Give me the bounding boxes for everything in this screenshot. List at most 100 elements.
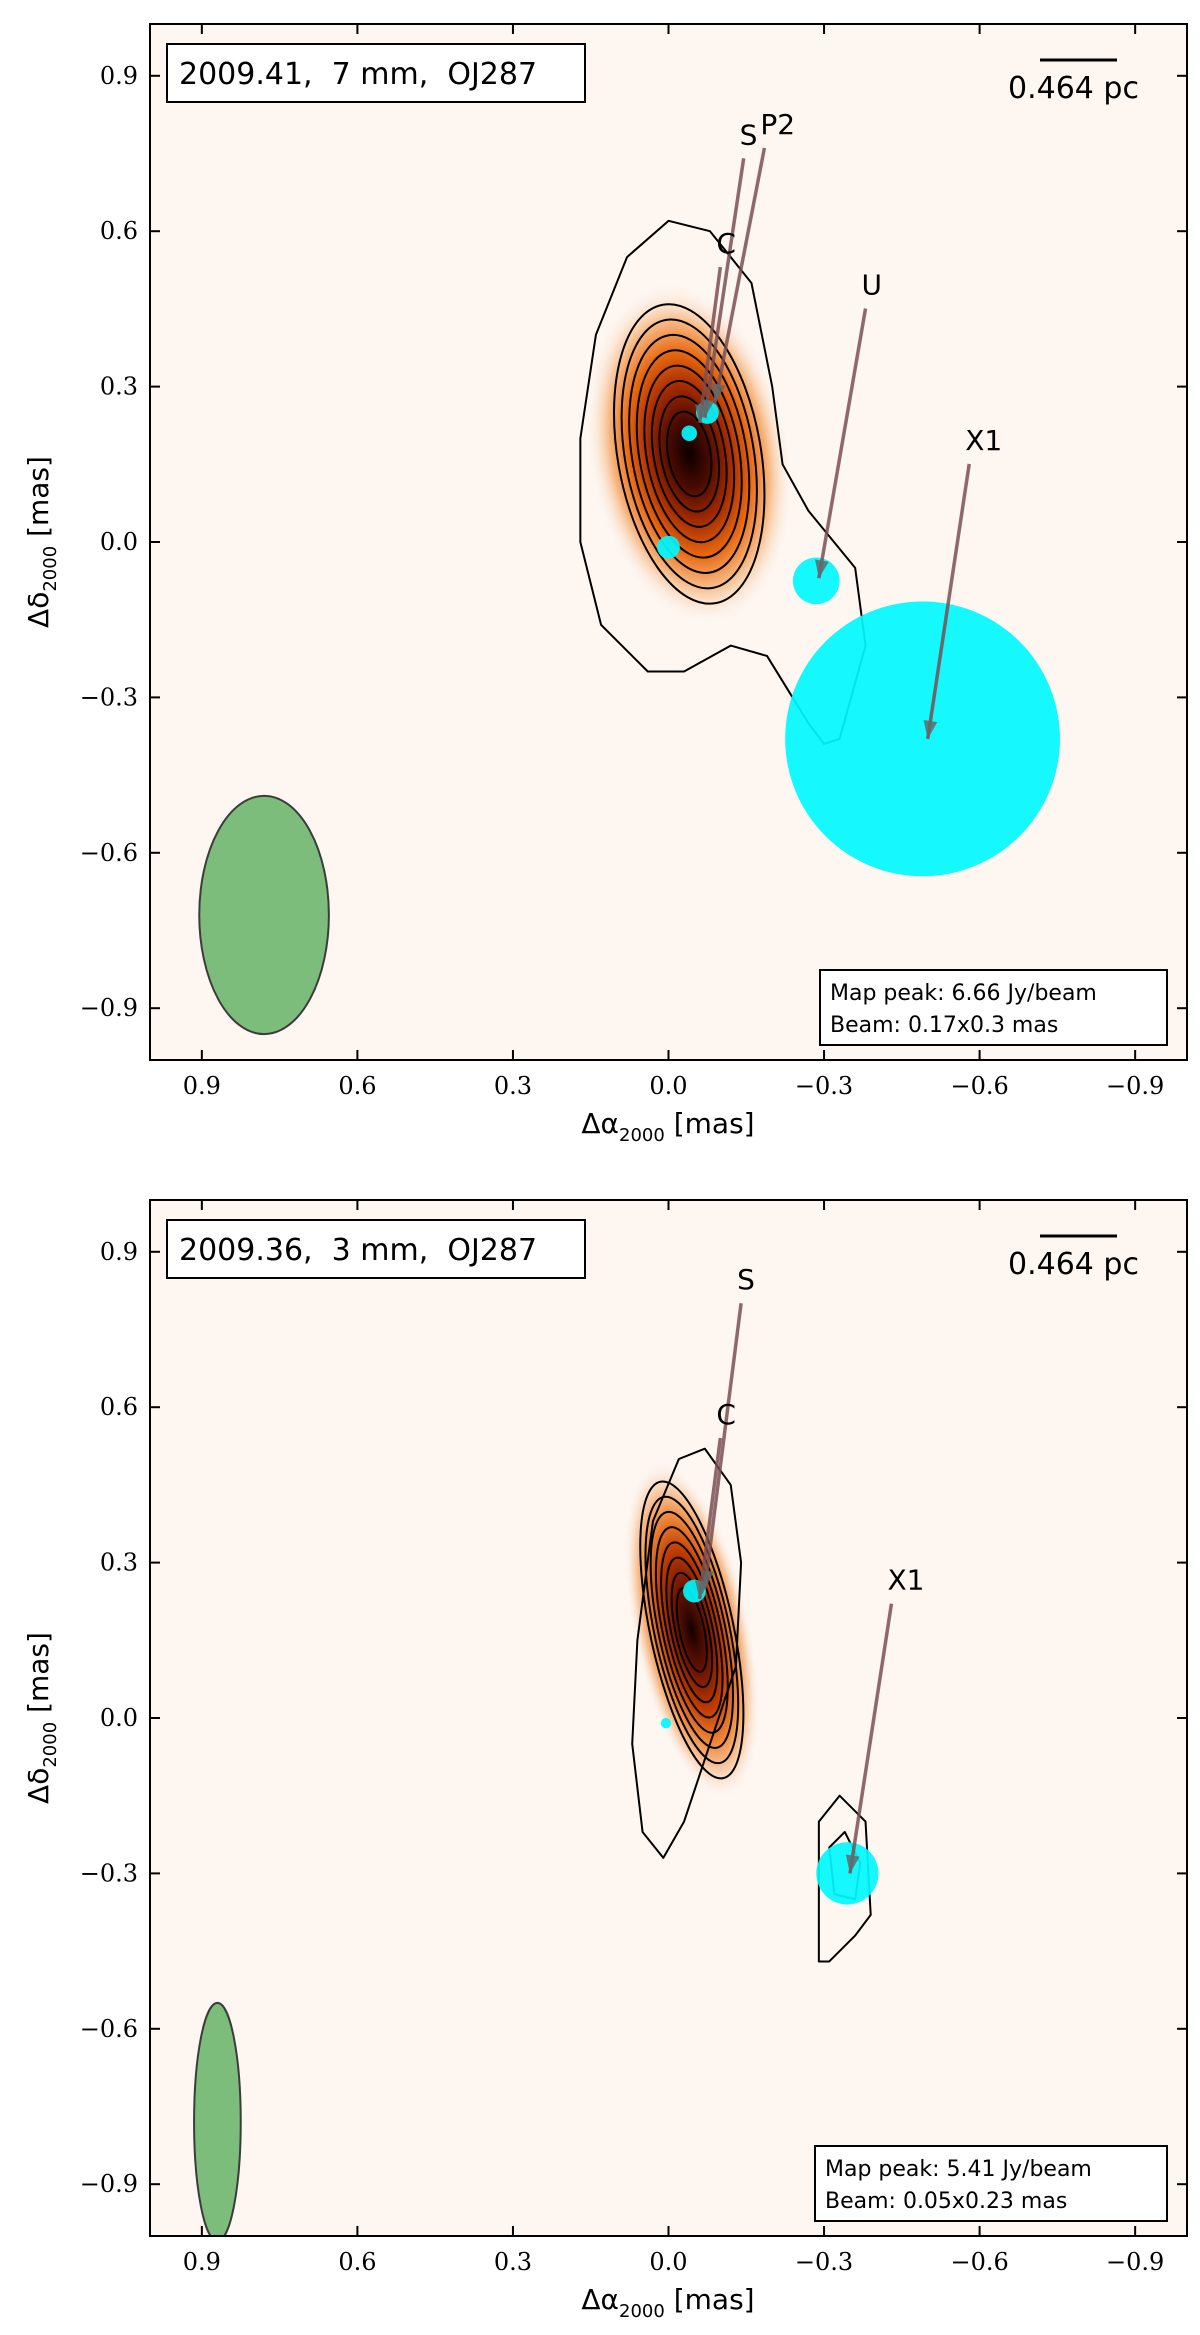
annotation-arrow (697, 266, 723, 424)
y-tick-label: −0.6 (80, 839, 138, 867)
x-tick-label: −0.3 (795, 1072, 853, 1100)
scale-bar: 0.464 pc (1008, 58, 1139, 106)
component-label: S (740, 118, 758, 151)
x-axis-unit: [mas] (665, 2283, 755, 2316)
contour-level (649, 1510, 734, 1749)
model-component (657, 535, 680, 559)
scale-bar-label: 0.464 pc (1008, 71, 1139, 106)
outer-contour (579, 219, 867, 746)
map-peak-text: Map peak: 6.66 Jy/beam (830, 981, 1097, 1006)
x-axis-label: Δα2000 [mas] (581, 2283, 754, 2322)
y-tick-label: −0.6 (80, 2015, 138, 2043)
title-box: 2009.36, 3 mm, OJ287 (166, 1219, 586, 1279)
y-tick-label: 0.0 (100, 528, 138, 556)
y-tick-label: 0.6 (100, 1393, 138, 1421)
annotation-arrowhead (694, 1580, 709, 1599)
annotation-arrow (697, 1437, 723, 1600)
y-tick-label: 0.9 (100, 62, 138, 90)
map-peak-text: Map peak: 5.41 Jy/beam (825, 2157, 1092, 2182)
panel-title: 2009.36, 3 mm, OJ287 (179, 1233, 537, 1268)
contour-level (639, 1480, 745, 1780)
annotation-arrow (817, 308, 868, 579)
component-label: C (716, 1398, 736, 1431)
x-axis-label: Δα2000 [mas] (581, 1107, 754, 1146)
component-label: P2 (760, 108, 795, 141)
contour-level (658, 395, 720, 513)
y-tick-label: 0.0 (100, 1704, 138, 1732)
component-label: U (862, 269, 883, 302)
x-tick-label: 0.6 (338, 2248, 376, 2276)
model-component (792, 557, 840, 605)
x-tick-label: 0.6 (338, 1072, 376, 1100)
contour-level (670, 1571, 714, 1689)
x-axis-symbol: Δα (581, 2283, 619, 2316)
annotation-arrowhead (711, 383, 726, 403)
outer-contour (631, 1447, 743, 1859)
x-tick-label: −0.3 (795, 2248, 853, 2276)
annotation-arrowhead (845, 1854, 860, 1874)
y-axis-unit: [mas] (22, 1632, 55, 1722)
x-axis-subscript: 2000 (619, 1125, 665, 1146)
x-tick-label: −0.6 (950, 2248, 1008, 2276)
model-component (816, 1842, 879, 1905)
x-tick-label: 0.0 (649, 1072, 687, 1100)
y-tick-label: −0.3 (80, 683, 138, 711)
x-tick-label: −0.9 (1106, 2248, 1164, 2276)
beam-ellipse (193, 2001, 242, 2236)
y-axis-unit: [mas] (22, 456, 55, 546)
annotation-arrow (703, 1303, 743, 1589)
y-axis-symbol: Δδ (22, 592, 55, 628)
x-axis-unit: [mas] (665, 1107, 755, 1140)
component-label: C (716, 227, 736, 260)
annotation-arrow (848, 1603, 894, 1874)
annotation-set: S P2 C U X1 (695, 108, 1002, 740)
beam-size-text: Beam: 0.05x0.23 mas (825, 2189, 1067, 2214)
annotation-arrowhead (923, 719, 938, 739)
beam-size-text: Beam: 0.17x0.3 mas (830, 1013, 1058, 1038)
x-tick-label: 0.9 (183, 1072, 221, 1100)
y-tick-label: 0.3 (100, 1549, 138, 1577)
y-tick-label: −0.3 (80, 1859, 138, 1887)
annotation-arrowhead (695, 404, 709, 423)
contour-level (650, 379, 728, 528)
contour-level (660, 1541, 724, 1719)
component-label: X1 (965, 424, 1002, 457)
component-label: X1 (887, 1564, 924, 1597)
y-axis-symbol: Δδ (22, 1768, 55, 1804)
annotation-set: S C X1 (694, 1263, 924, 1874)
tick-set: 0.9 0.6 0.3 0.0 −0.3 −0.6 −0.9 0.9 0.6 0.3 0.0 −0.3… (80, 24, 1187, 1100)
x-tick-label: 0.0 (649, 2248, 687, 2276)
beam-ellipse (198, 794, 330, 1036)
y-axis-label: Δδ2000 [mas] (22, 1632, 61, 1804)
panel-title: 2009.41, 7 mm, OJ287 (179, 57, 537, 92)
y-tick-label: 0.3 (100, 373, 138, 401)
y-tick-label: −0.9 (80, 2170, 138, 2198)
info-box: Map peak: 5.41 Jy/beam Beam: 0.05x0.23 m… (814, 2145, 1168, 2222)
tick-set: 0.9 0.6 0.3 0.0 −0.3 −0.6 −0.9 0.9 0.6 0.3 0.0 −0.3… (80, 1200, 1187, 2276)
x-tick-label: 0.3 (494, 1072, 532, 1100)
component-set (657, 401, 1060, 877)
contour-level (643, 364, 736, 544)
contour-level (620, 318, 758, 590)
y-axis-subscript: 2000 (40, 1722, 61, 1768)
annotation-arrow (926, 463, 971, 740)
contour-set (579, 219, 867, 746)
y-tick-label: 0.6 (100, 217, 138, 245)
x-tick-label: 0.9 (183, 2248, 221, 2276)
contour-set (631, 1447, 872, 1963)
y-axis-label: Δδ2000 [mas] (22, 456, 61, 628)
y-tick-label: 0.9 (100, 1238, 138, 1266)
y-tick-label: −0.9 (80, 994, 138, 1022)
contour-level (666, 410, 713, 498)
y-axis-subscript: 2000 (40, 546, 61, 592)
contour-level (613, 303, 766, 605)
scale-bar-label: 0.464 pc (1008, 1247, 1139, 1282)
annotation-arrow (713, 147, 767, 403)
x-axis-symbol: Δα (581, 1107, 619, 1140)
scale-bar: 0.464 pc (1008, 1234, 1139, 1282)
contour-level (665, 1556, 719, 1704)
x-axis-subscript: 2000 (619, 2301, 665, 2322)
